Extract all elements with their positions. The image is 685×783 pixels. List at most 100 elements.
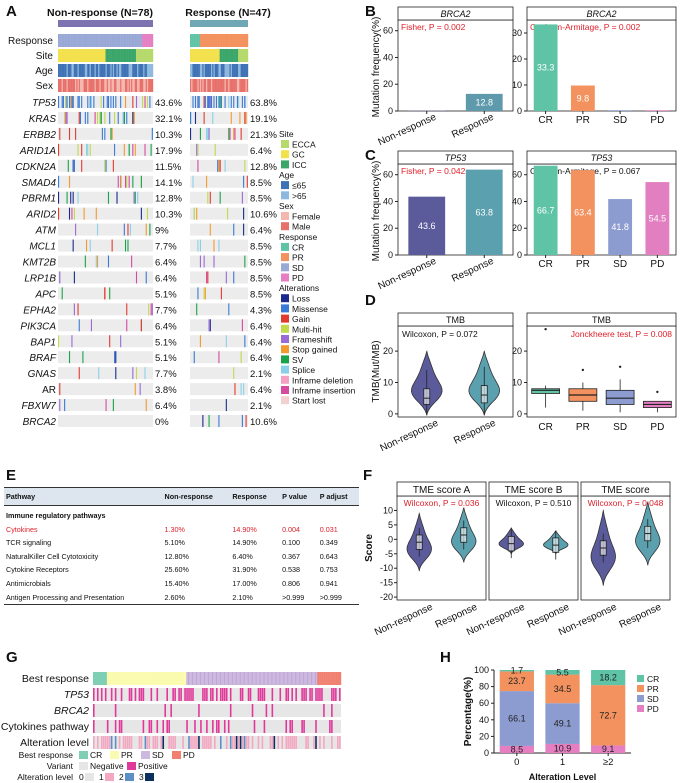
variant-positive-cell	[291, 720, 293, 733]
variant-positive-cell	[104, 688, 107, 701]
variant-positive-cell	[221, 688, 224, 701]
gene-freq-nonresponse: 6.4%	[155, 273, 177, 284]
mutation-mark	[123, 143, 125, 156]
facet-title: BRCA2	[440, 9, 470, 19]
alteration-level-cell	[174, 736, 176, 749]
gene-row-background	[190, 207, 248, 220]
annotation-cell	[208, 79, 210, 92]
annotation-cell	[213, 34, 215, 47]
best-response-stripe	[303, 672, 305, 685]
mutation-mark	[192, 175, 194, 188]
gene-label: ARID1A	[19, 146, 56, 157]
annotation-cell	[111, 34, 114, 47]
alteration-level-cell	[122, 736, 125, 749]
mutation-mark	[58, 175, 60, 188]
best-response-cell	[303, 672, 306, 685]
annotation-cell	[79, 64, 82, 77]
mutation-mark	[204, 96, 206, 108]
mutation-mark	[123, 111, 125, 124]
annotation-cell	[76, 49, 78, 62]
annotation-cell	[75, 34, 77, 47]
annotation-cell	[131, 79, 133, 92]
best-response-cell	[208, 672, 211, 685]
gene-row-background	[58, 223, 153, 236]
facet-title: TME score B	[505, 485, 563, 496]
annotation-cell	[121, 79, 123, 92]
y-tick-label: 60	[383, 26, 393, 36]
annotation-cell	[198, 64, 201, 77]
annotation-cell	[202, 49, 204, 62]
mutation-mark	[206, 127, 208, 140]
bar	[608, 199, 633, 255]
annotation-cell	[145, 64, 148, 77]
col-nonresponse: Non-response	[162, 487, 231, 506]
annotation-cell	[210, 34, 213, 47]
annotation-cell	[207, 79, 209, 92]
best-response-cell	[277, 672, 280, 685]
bar-value-label: 23.7	[508, 676, 526, 686]
best-response-cell	[178, 672, 181, 685]
alteration-level-cell	[281, 736, 284, 749]
annotation-cell	[107, 64, 110, 77]
gene-freq-nonresponse: 5.1%	[155, 353, 177, 364]
stat-annotation: Wilcoxon, P = 0.036	[404, 498, 480, 508]
best-response-stripe	[208, 672, 209, 685]
mutation-mark	[146, 207, 149, 220]
stacked-bar-segment	[545, 703, 580, 744]
annotation-cell	[116, 34, 118, 47]
mutation-mark	[134, 143, 136, 156]
annotation-cell	[190, 34, 192, 47]
annotation-cell	[122, 79, 124, 92]
gene-freq-response: 21.3%	[250, 130, 277, 141]
alteration-level-cell	[277, 736, 280, 749]
mutation-mark	[208, 127, 210, 140]
x-tick-label: Non-response	[378, 418, 440, 455]
annotation-cell	[61, 64, 64, 77]
annotation-cell	[140, 64, 143, 77]
mutation-mark	[145, 223, 147, 236]
legend-swatch	[127, 762, 136, 770]
best-response-stripe	[271, 672, 273, 685]
best-response-cell	[186, 672, 189, 685]
bar-value-label: 43.6	[418, 221, 436, 231]
cell-nr: 1.30%	[164, 524, 185, 534]
annotation-cell	[126, 64, 128, 77]
mutation-mark	[111, 239, 113, 252]
mutation-mark	[149, 96, 151, 108]
variant-positive-cell	[315, 688, 317, 701]
gene-row-background	[58, 255, 153, 268]
annotation-cell	[96, 79, 99, 92]
gene-freq-nonresponse: 7.7%	[155, 369, 177, 380]
annotation-cell	[116, 79, 118, 92]
gene-row-background	[190, 303, 248, 316]
mutation-mark	[111, 127, 113, 140]
annotation-cell	[101, 64, 104, 77]
mutation-mark	[78, 319, 80, 332]
annotation-cell	[103, 64, 105, 77]
alteration-level-cell	[291, 736, 293, 749]
y-tick-label: 0	[517, 250, 522, 260]
mutation-mark	[104, 159, 106, 172]
gene-row-background	[190, 127, 248, 140]
best-response-stripe	[204, 672, 205, 685]
mutation-mark	[207, 127, 209, 140]
annotation-cell	[133, 34, 135, 47]
annotation-cell	[206, 79, 208, 92]
mutation-mark	[107, 96, 110, 108]
variant-positive-cell	[331, 688, 333, 701]
best-response-cell	[93, 672, 96, 685]
variant-positive-cell	[257, 688, 260, 701]
annotation-cell	[151, 34, 154, 47]
annotation-cell	[196, 79, 198, 92]
annotation-cell	[100, 64, 103, 77]
gene-freq-nonresponse: 0%	[155, 417, 169, 428]
legend-title: Alteration level	[17, 772, 73, 782]
annotation-cell	[59, 34, 61, 47]
annotation-cell	[105, 49, 107, 62]
mutation-mark	[65, 96, 67, 108]
cell-nr: 2.60%	[162, 590, 231, 605]
mutation-mark	[68, 351, 71, 364]
mutation-mark	[224, 96, 226, 108]
annotation-cell	[203, 49, 206, 62]
mutation-mark	[73, 159, 75, 172]
